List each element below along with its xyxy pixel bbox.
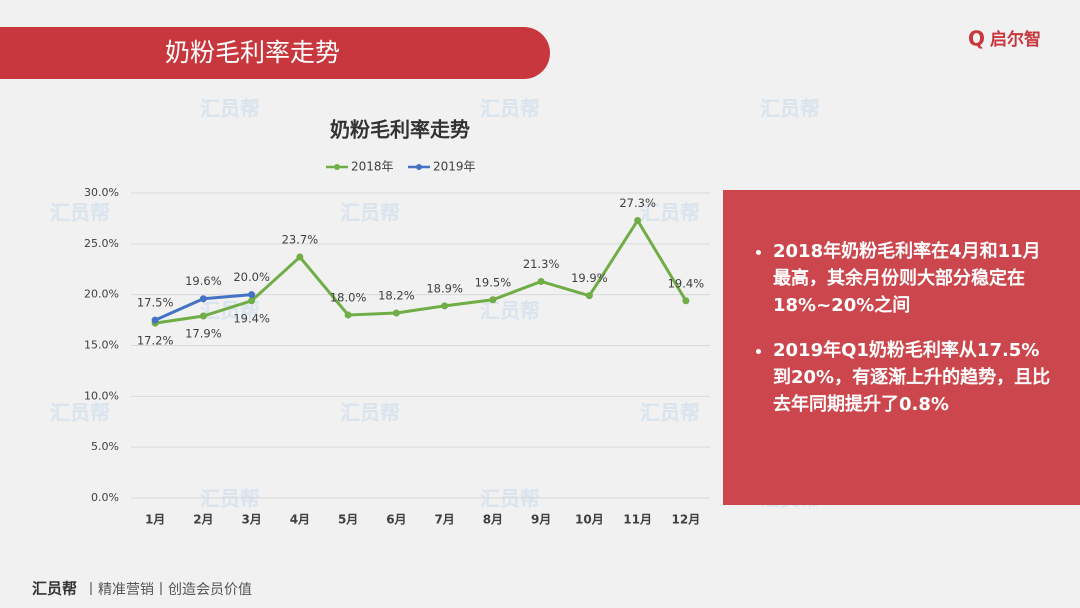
watermark: 汇员帮 [640, 201, 700, 225]
x-tick-label: 4月 [290, 513, 310, 527]
legend-label: 2019年 [433, 160, 476, 174]
header-title: 奶粉毛利率走势 [165, 38, 340, 67]
data-label: 18.9% [426, 281, 463, 295]
data-label: 19.4% [233, 311, 270, 325]
legend-swatch [416, 164, 422, 170]
legend-label: 2018年 [351, 160, 394, 174]
header-bar [0, 27, 550, 79]
note-bullet: 2018年奶粉毛利率在4月和11月最高，其余月份则大部分稳定在18%~20%之间 [773, 238, 1056, 319]
watermark: 汇员帮 [480, 97, 540, 121]
watermark: 汇员帮 [480, 299, 540, 323]
data-point [296, 253, 304, 261]
chart-title: 奶粉毛利率走势 [330, 118, 470, 142]
logo: 启尔智 [990, 29, 1041, 50]
data-point [151, 316, 159, 324]
series-line [154, 217, 688, 325]
data-label: 18.2% [378, 288, 415, 302]
x-tick-label: 8月 [483, 513, 503, 527]
x-tick-label: 5月 [338, 513, 358, 527]
x-tick-label: 12月 [672, 513, 701, 527]
data-point [537, 277, 545, 285]
y-tick-label: 25.0% [84, 237, 119, 250]
data-label: 19.4% [668, 276, 705, 290]
x-tick-label: 11月 [623, 513, 652, 527]
data-point [634, 216, 642, 224]
data-point [248, 291, 256, 299]
y-tick-label: 30.0% [84, 186, 119, 199]
data-label: 19.6% [185, 274, 222, 288]
y-tick-label: 15.0% [84, 339, 119, 352]
x-tick-label: 10月 [575, 513, 604, 527]
data-label: 17.9% [185, 327, 222, 341]
x-tick-label: 3月 [241, 513, 261, 527]
y-tick-label: 20.0% [84, 288, 119, 301]
footer-brand: 汇员帮 [32, 580, 77, 598]
data-label: 19.9% [571, 271, 608, 285]
y-tick-label: 5.0% [91, 440, 119, 453]
watermark: 汇员帮 [760, 97, 820, 121]
x-tick-label: 1月 [145, 513, 165, 527]
y-tick-label: 10.0% [84, 389, 119, 402]
watermark: 汇员帮 [50, 201, 110, 225]
data-point [199, 312, 207, 320]
watermark: 汇员帮 [50, 401, 110, 425]
data-label: 17.2% [137, 334, 174, 348]
watermark: 汇员帮 [200, 97, 260, 121]
data-label: 17.5% [137, 296, 174, 310]
footer-slogan: 丨精准营销丨创造会员价值 [84, 582, 252, 598]
data-label: 20.0% [233, 270, 270, 284]
data-label: 21.3% [523, 257, 560, 271]
y-tick-label: 0.0% [91, 491, 119, 504]
data-label: 18.0% [330, 291, 367, 305]
x-tick-label: 2月 [193, 513, 213, 527]
data-point [344, 311, 352, 319]
data-point [248, 297, 256, 305]
legend-swatch [334, 164, 340, 170]
data-point [585, 292, 593, 300]
watermark: 汇员帮 [340, 401, 400, 425]
data-label: 19.5% [475, 275, 512, 289]
x-tick-label: 7月 [434, 513, 454, 527]
data-label: 27.3% [619, 196, 656, 210]
data-point [489, 296, 497, 304]
data-label: 23.7% [282, 233, 319, 247]
x-tick-label: 6月 [386, 513, 406, 527]
watermark: 汇员帮 [640, 401, 700, 425]
watermark: 汇员帮 [340, 201, 400, 225]
note-bullet: 2019年Q1奶粉毛利率从17.5%到20%，有逐渐上升的趋势，且比去年同期提升… [773, 337, 1056, 418]
x-tick-label: 9月 [531, 513, 551, 527]
data-point [199, 295, 207, 303]
data-point [392, 309, 400, 317]
data-point [682, 297, 690, 305]
data-point [441, 302, 449, 310]
logo-mark: Q [968, 27, 985, 51]
notes-panel: 2018年奶粉毛利率在4月和11月最高，其余月份则大部分稳定在18%~20%之间… [723, 190, 1080, 505]
